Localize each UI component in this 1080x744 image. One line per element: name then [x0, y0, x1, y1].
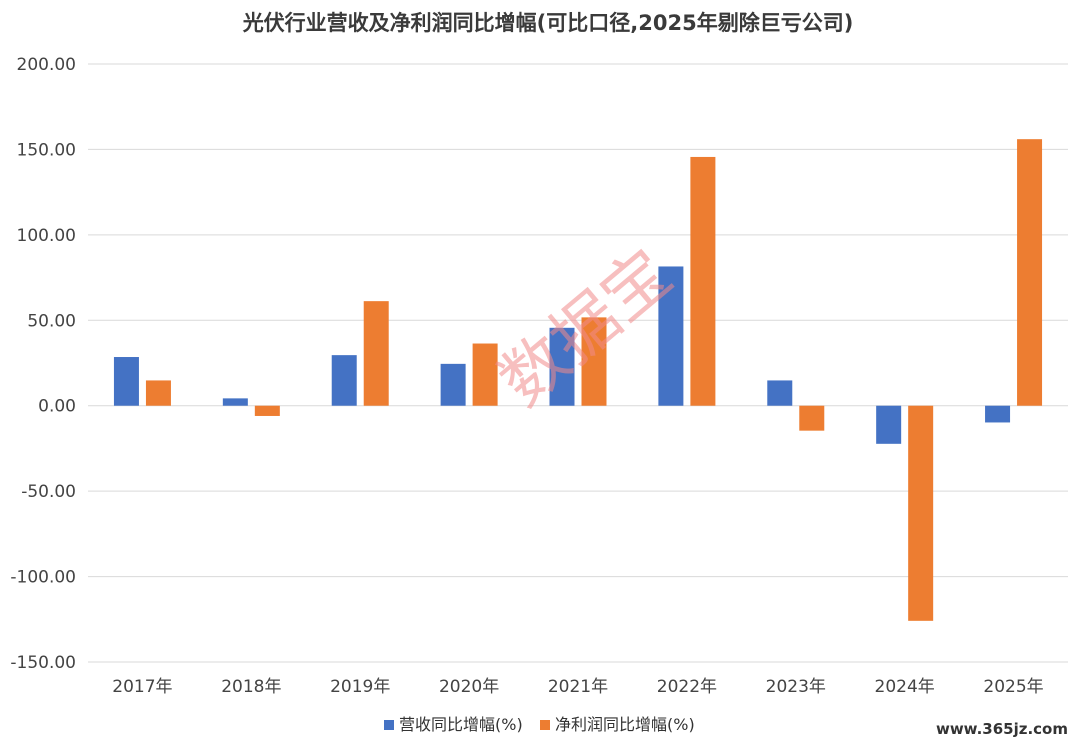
y-tick-label: 0.00 [38, 397, 76, 417]
y-tick-label: 200.00 [17, 55, 76, 75]
legend-label: 营收同比增幅(%) [399, 715, 523, 734]
x-tick-label: 2019年 [330, 677, 390, 697]
x-tick-label: 2023年 [766, 677, 826, 697]
x-tick-label: 2018年 [221, 677, 281, 697]
y-tick-label: 100.00 [17, 226, 76, 246]
bar-revenue-8 [985, 405, 1011, 423]
x-axis-ticks: 2017年 2018年 2019年 2020年 2021年 2022年 2023年 2024年… [112, 677, 1043, 697]
legend-swatch [540, 720, 550, 730]
bar-revenue-6 [767, 380, 793, 406]
bar-net-profit-8 [1017, 139, 1043, 406]
bars [113, 139, 1043, 621]
bar-revenue-7 [876, 405, 902, 444]
bar-net-profit-3 [472, 343, 498, 406]
bar-revenue-5 [658, 266, 684, 406]
bar-revenue-4 [549, 327, 575, 406]
x-tick-label: 2025年 [983, 677, 1043, 697]
site-mark: www.365jz.com [936, 720, 1068, 738]
bar-revenue-0 [113, 357, 139, 406]
bar-revenue-2 [331, 355, 357, 406]
bar-revenue-3 [440, 363, 466, 406]
chart-title: 光伏行业营收及净利润同比增幅(可比口径,2025年剔除巨亏公司) [242, 11, 854, 35]
legend: 营收同比增幅(%) 净利润同比增幅(%) [384, 715, 695, 734]
bar-net-profit-1 [254, 405, 280, 416]
legend-swatch [384, 720, 394, 730]
y-tick-label: -100.00 [10, 568, 76, 588]
x-tick-label: 2020年 [439, 677, 499, 697]
x-tick-label: 2017年 [112, 677, 172, 697]
x-tick-label: 2021年 [548, 677, 608, 697]
grid [88, 63, 1068, 663]
y-tick-label: 150.00 [17, 140, 76, 160]
bar-net-profit-5 [690, 156, 716, 406]
bar-net-profit-6 [799, 405, 825, 431]
y-tick-label: 50.00 [27, 311, 76, 331]
y-tick-label: -50.00 [21, 482, 76, 502]
bar-net-profit-2 [363, 301, 389, 406]
bar-net-profit-4 [581, 317, 607, 406]
x-tick-label: 2024年 [875, 677, 935, 697]
x-tick-label: 2022年 [657, 677, 717, 697]
y-axis-ticks: 200.00 150.00 100.00 50.00 0.00 -50.00 -100.00… [10, 55, 76, 673]
y-tick-label: -150.00 [10, 653, 76, 673]
bar-revenue-1 [222, 398, 248, 406]
bar-net-profit-7 [908, 405, 934, 621]
bar-net-profit-0 [145, 380, 171, 406]
legend-label: 净利润同比增幅(%) [555, 715, 695, 734]
